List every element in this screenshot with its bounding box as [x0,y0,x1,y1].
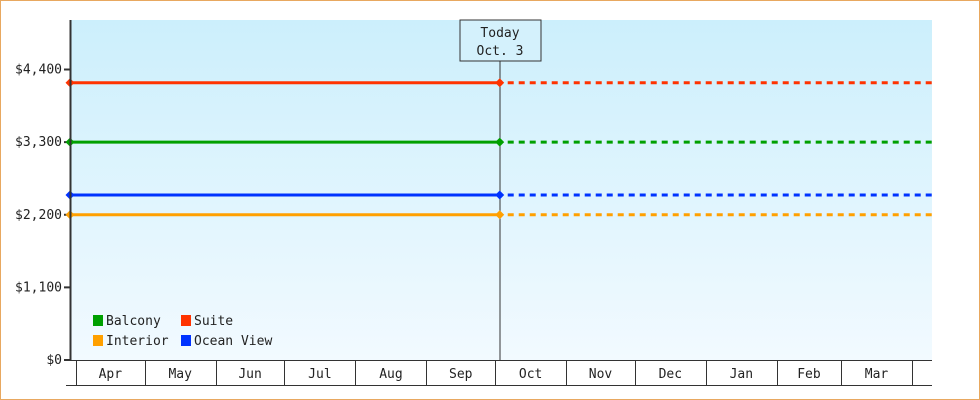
data-point [495,210,505,220]
today-date: Oct. 3 [477,44,524,59]
today-label-box [459,19,542,62]
today-marker: Today Oct. 3 [459,19,542,360]
legend-item: Interior [93,334,169,349]
x-axis: Apr May Jun Jul Aug Sep Oct Nov Dec Jan Feb Mar [66,360,932,386]
x-tick-label: Sep [449,367,473,382]
legend-swatch [181,335,191,346]
x-tick-label: Oct [519,367,542,382]
legend-label: Interior [106,334,169,349]
legend-label: Ocean View [194,334,272,349]
today-label: Today [480,26,519,41]
x-tick-label: Feb [797,367,821,382]
x-tick-label: May [168,367,192,382]
legend-item: Balcony [93,314,161,329]
legend-swatch [181,315,191,326]
legend-item: Ocean View [181,334,272,349]
y-tick-label: $1,100 [15,280,62,295]
legend-swatch [93,335,103,346]
data-point [495,78,505,88]
x-tick-label: Aug [379,367,402,382]
data-point [495,137,505,147]
x-tick-label: Jan [730,367,753,382]
y-tick-label: $4,400 [15,63,62,78]
legend-label: Balcony [106,314,161,329]
x-tick-label: Jun [238,367,261,382]
x-tick-label: Jul [308,367,331,382]
y-axis: $0 $1,100 $2,200 $3,300 $4,400 [15,63,70,368]
series-group [65,78,932,220]
y-tick-label: $0 [46,353,62,368]
legend: Balcony Suite Interior Ocean View [93,314,272,349]
plot-area [70,20,932,360]
legend-label: Suite [194,314,233,329]
y-tick-label: $3,300 [15,135,62,150]
data-point [495,190,505,200]
x-tick-label: Mar [865,367,889,382]
x-tick-label: Nov [589,367,613,382]
y-tick-label: $2,200 [15,208,62,223]
legend-item: Suite [181,314,233,329]
x-tick-label: Dec [659,367,682,382]
x-tick-label: Apr [99,367,123,382]
legend-swatch [93,315,103,326]
